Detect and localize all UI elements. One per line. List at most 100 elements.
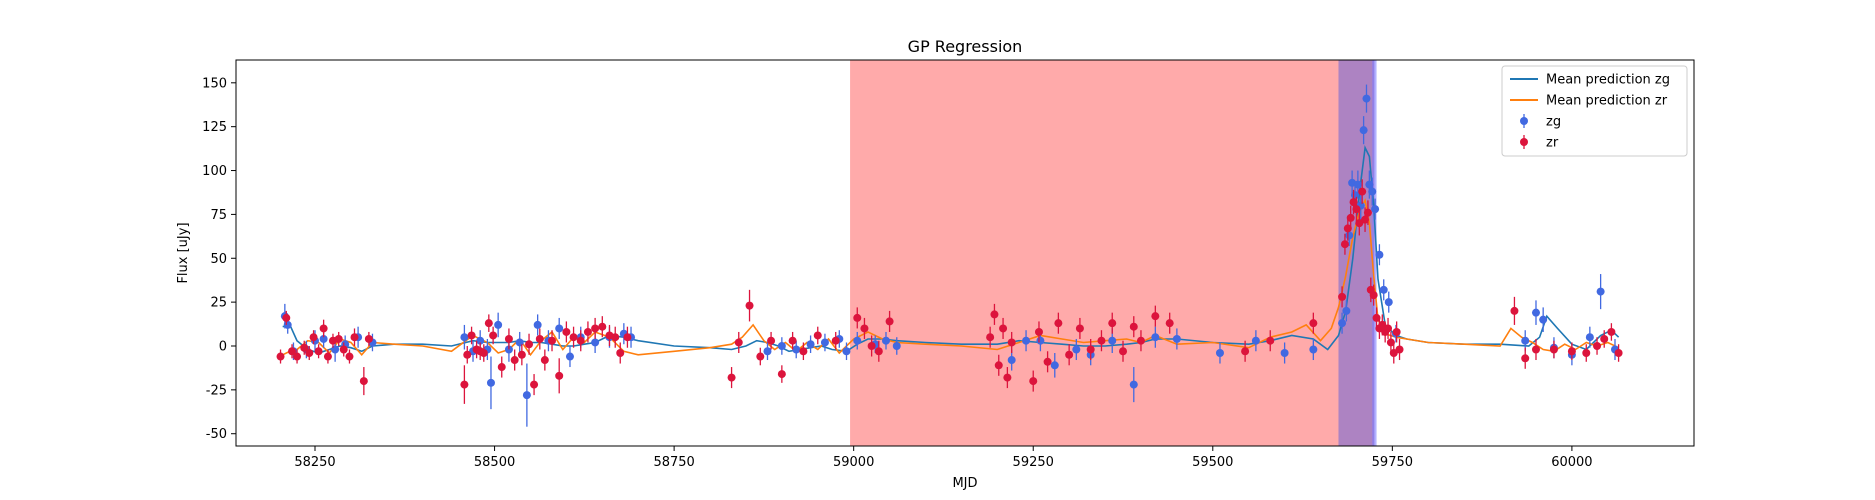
chart-title: GP Regression [908, 37, 1023, 56]
point-marker [334, 334, 343, 343]
data-point-zr [562, 321, 571, 343]
data-point-zg [881, 331, 890, 350]
point-marker [350, 333, 359, 342]
point-marker [1582, 349, 1591, 358]
data-point-zr [293, 349, 302, 364]
point-marker [1309, 345, 1318, 354]
data-point-zr [611, 326, 620, 348]
data-point-zr [1363, 200, 1372, 225]
data-point-zr [276, 349, 285, 364]
data-point-zr [994, 354, 1003, 376]
data-point-zr [463, 345, 472, 364]
data-point-zr [334, 331, 343, 346]
y-axis: -50 -25 0 25 50 75 100 125 150 [202, 76, 236, 442]
y-tick-label: 50 [210, 252, 227, 267]
data-point-zg [1368, 177, 1377, 206]
point-marker [533, 320, 542, 329]
point-marker [522, 391, 531, 400]
y-tick-label: 150 [202, 76, 227, 91]
point-marker [994, 361, 1003, 370]
point-marker [792, 345, 801, 354]
point-marker [1097, 336, 1106, 345]
data-point-zg [1596, 274, 1605, 310]
point-marker [591, 324, 600, 333]
data-point-zr [576, 330, 585, 352]
data-point-zr [1614, 344, 1623, 362]
data-point-zr [1003, 367, 1012, 389]
point-marker [1384, 298, 1393, 307]
point-marker [1151, 333, 1160, 342]
point-marker [1108, 336, 1117, 345]
data-point-zg [777, 337, 786, 355]
data-point-zg [792, 340, 801, 359]
data-point-zg [1384, 291, 1393, 313]
data-point-zg [1342, 300, 1351, 322]
data-point-zr [555, 358, 564, 394]
point-marker [591, 338, 600, 347]
data-point-zr [734, 331, 743, 354]
point-marker [1029, 377, 1038, 386]
point-marker [1510, 306, 1519, 315]
point-marker [1338, 319, 1347, 328]
legend-box [1501, 65, 1688, 157]
data-point-zr [339, 342, 348, 357]
data-point-zr [1065, 344, 1074, 366]
point-marker [1342, 306, 1351, 315]
data-point-zg [1359, 116, 1368, 145]
point-marker [853, 313, 862, 322]
data-point-zg [1309, 338, 1318, 361]
point-marker [555, 371, 564, 380]
point-marker [1007, 356, 1016, 365]
point-marker [319, 334, 328, 343]
point-marker [486, 378, 495, 387]
point-marker [1369, 291, 1378, 300]
point-marker [319, 324, 328, 333]
point-marker [345, 352, 354, 361]
y-axis-label: Flux [uJy] [176, 222, 191, 283]
legend-marker-swatch [1520, 117, 1528, 125]
point-marker [305, 349, 314, 358]
point-marker [1521, 336, 1530, 345]
point-marker [309, 333, 318, 342]
data-point-zr [1086, 338, 1095, 361]
data-point-zg [1353, 170, 1362, 199]
x-tick-label: 58250 [294, 455, 335, 470]
data-point-zr [569, 326, 578, 348]
point-marker [1345, 231, 1354, 240]
legend-label: Mean prediction zr [1546, 94, 1668, 109]
point-marker [504, 334, 513, 343]
point-marker [1384, 324, 1393, 333]
data-point-zr [1075, 317, 1084, 339]
data-point-zr [1338, 286, 1347, 308]
data-point-zr [777, 365, 786, 383]
point-marker [853, 336, 862, 345]
data-point-zg [806, 335, 815, 354]
data-point-zr [745, 289, 754, 322]
data-point-zg [1362, 84, 1371, 113]
point-marker [494, 320, 503, 329]
point-marker [1358, 187, 1367, 196]
point-marker [583, 327, 592, 336]
point-marker [820, 338, 829, 347]
data-point-zr [853, 307, 862, 329]
point-marker [517, 350, 526, 359]
point-marker [339, 345, 348, 354]
point-marker [540, 356, 549, 365]
data-point-zr [1007, 331, 1016, 354]
point-marker [484, 319, 493, 328]
point-marker [1340, 240, 1349, 249]
data-point-zg [1585, 326, 1594, 348]
point-marker [1151, 312, 1160, 321]
point-marker [476, 336, 485, 345]
data-point-zr [1395, 338, 1404, 361]
point-marker [282, 313, 291, 322]
data-point-zr [788, 331, 797, 350]
point-marker [1036, 336, 1045, 345]
point-marker [1343, 224, 1352, 233]
point-marker [1593, 341, 1602, 350]
point-marker [1266, 336, 1275, 345]
data-point-zg [1129, 367, 1138, 403]
data-point-zr [525, 333, 534, 355]
data-point-zr [1389, 342, 1398, 364]
